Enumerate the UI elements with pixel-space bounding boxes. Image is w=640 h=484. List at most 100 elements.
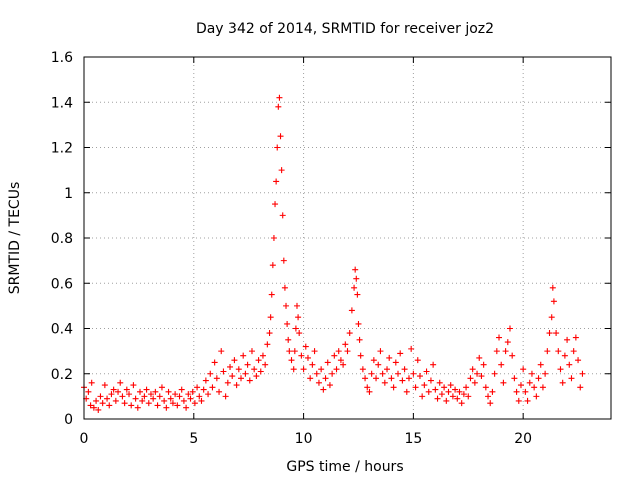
data-point	[362, 375, 369, 382]
data-point	[491, 370, 498, 377]
data-point	[557, 366, 564, 373]
data-point	[268, 291, 275, 298]
data-point	[373, 375, 380, 382]
x-tick-label: 10	[295, 431, 313, 447]
data-point	[163, 404, 170, 411]
data-point	[368, 370, 375, 377]
data-point	[478, 373, 485, 380]
chart-title: Day 342 of 2014, SRMTID for receiver joz…	[196, 21, 494, 37]
x-tick-label: 20	[514, 431, 532, 447]
data-point	[340, 361, 347, 368]
data-point	[533, 393, 540, 400]
data-point	[414, 357, 421, 364]
data-point	[354, 291, 361, 298]
data-point	[238, 375, 245, 382]
y-tick-label: 0	[64, 412, 73, 428]
data-point	[293, 302, 300, 309]
data-point	[566, 361, 573, 368]
data-point	[454, 395, 461, 402]
data-point	[356, 336, 363, 343]
data-point	[272, 201, 279, 208]
data-point	[445, 388, 452, 395]
data-point	[344, 348, 351, 355]
data-point	[324, 359, 331, 366]
data-point	[460, 391, 467, 398]
data-point	[337, 357, 344, 364]
data-point	[320, 386, 327, 393]
grid-lines	[84, 57, 611, 419]
data-point	[189, 388, 196, 395]
data-point	[101, 382, 108, 389]
data-point	[575, 357, 582, 364]
data-point	[259, 352, 266, 359]
data-point	[397, 350, 404, 357]
data-point	[449, 393, 456, 400]
data-point	[300, 366, 307, 373]
data-point	[280, 257, 287, 264]
data-point	[425, 388, 432, 395]
data-point	[506, 325, 513, 332]
data-point	[207, 370, 214, 377]
data-point	[222, 393, 229, 400]
y-tick-label: 0.4	[51, 322, 73, 338]
data-point	[244, 361, 251, 368]
data-point	[403, 388, 410, 395]
data-point	[298, 352, 305, 359]
data-point	[322, 375, 329, 382]
data-point	[281, 284, 288, 291]
data-point	[213, 375, 220, 382]
data-point	[227, 363, 234, 370]
data-point	[528, 370, 535, 377]
data-point	[296, 330, 303, 337]
data-point	[353, 275, 360, 282]
data-point	[577, 384, 584, 391]
data-point	[139, 397, 146, 404]
data-point	[487, 400, 494, 407]
data-point	[375, 361, 382, 368]
data-point	[307, 375, 314, 382]
data-point	[291, 348, 298, 355]
data-point	[496, 334, 503, 341]
data-point	[196, 393, 203, 400]
data-point	[318, 366, 325, 373]
data-point	[106, 402, 113, 409]
data-point	[388, 375, 395, 382]
data-point	[274, 144, 281, 151]
data-point	[485, 393, 492, 400]
data-point	[517, 382, 524, 389]
data-point	[161, 397, 168, 404]
data-point	[438, 391, 445, 398]
data-point	[143, 386, 150, 393]
data-point	[366, 388, 373, 395]
data-point	[416, 373, 423, 380]
data-point	[167, 395, 174, 402]
data-point	[130, 382, 137, 389]
data-point	[117, 379, 124, 386]
data-point	[108, 391, 115, 398]
data-point	[570, 348, 577, 355]
data-point	[386, 354, 393, 361]
data-point	[202, 377, 209, 384]
data-point	[370, 357, 377, 364]
data-point	[522, 388, 529, 395]
data-point	[489, 388, 496, 395]
data-point	[273, 178, 280, 185]
data-point	[381, 379, 388, 386]
data-point	[242, 370, 249, 377]
data-point	[469, 366, 476, 373]
data-point	[364, 384, 371, 391]
data-point	[119, 393, 126, 400]
data-point	[302, 343, 309, 350]
data-point	[427, 377, 434, 384]
data-points	[81, 94, 586, 413]
plot-frame	[83, 56, 612, 420]
data-point	[172, 391, 179, 398]
data-point	[390, 384, 397, 391]
x-tick-label: 5	[189, 431, 198, 447]
data-point	[85, 388, 92, 395]
data-point	[480, 361, 487, 368]
data-point	[432, 386, 439, 393]
data-point	[509, 352, 516, 359]
data-point	[410, 370, 417, 377]
